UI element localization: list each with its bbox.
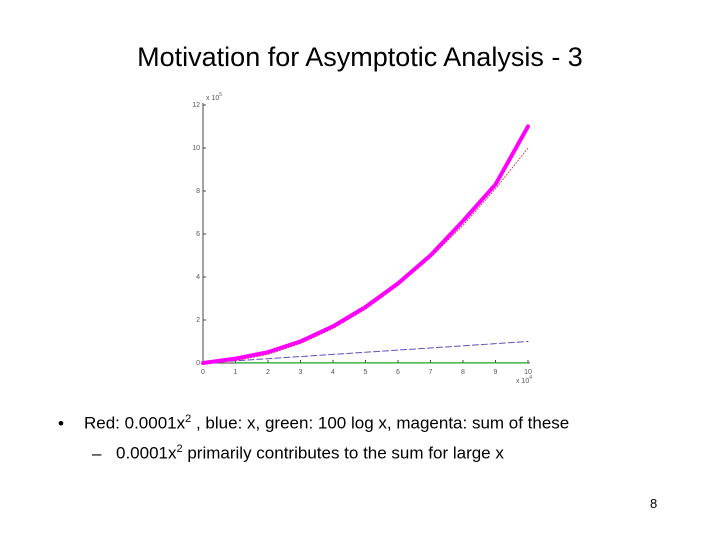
x-tick-label: 4 bbox=[331, 369, 335, 376]
x-tick-label: 1 bbox=[234, 369, 238, 376]
y-scale-base: x 10 bbox=[206, 95, 219, 102]
y-tick-label: 0 bbox=[196, 360, 200, 367]
series-line bbox=[202, 341, 529, 364]
x-tick-label: 10 bbox=[524, 369, 532, 376]
bullet-sup: 2 bbox=[176, 443, 183, 455]
y-scale-exp: 5 bbox=[219, 92, 222, 98]
x-tick-label: 5 bbox=[364, 369, 368, 376]
y-tick-label: 4 bbox=[196, 274, 200, 281]
y-tick-label: 2 bbox=[196, 317, 200, 324]
y-tick-label: 12 bbox=[192, 102, 200, 109]
slide-title: Motivation for Asymptotic Analysis - 3 bbox=[137, 42, 583, 72]
bullet-symbol: • bbox=[58, 413, 64, 433]
x-tick-label: 2 bbox=[266, 369, 270, 376]
bullet-text: Red: 0.0001x bbox=[84, 413, 186, 433]
bullet-text: 0.0001x bbox=[116, 443, 177, 463]
y-tick-label: 10 bbox=[192, 145, 200, 152]
x-scale: x 104 bbox=[516, 375, 532, 385]
bullet-sup: 2 bbox=[185, 413, 192, 425]
y-scale: x 105 bbox=[206, 92, 222, 102]
y-tick-label: 8 bbox=[196, 188, 200, 195]
y-tick-label: 6 bbox=[196, 231, 200, 238]
x-tick-label: 3 bbox=[299, 369, 303, 376]
bullet-text: , blue: x, green: 100 log x, magenta: su… bbox=[191, 413, 570, 433]
page-number: 8 bbox=[650, 496, 658, 511]
x-tick-label: 9 bbox=[494, 369, 498, 376]
x-tick-label: 8 bbox=[461, 369, 465, 376]
series-line bbox=[202, 147, 529, 364]
bullet: • Red: 0.0001x2 , blue: x, green: 100 log… bbox=[58, 413, 569, 434]
sub-bullet: –0.0001x2 primarily contributes to the s… bbox=[92, 443, 504, 464]
series-line bbox=[201, 124, 530, 365]
x-scale-exp: 4 bbox=[529, 375, 532, 381]
x-tick-label: 7 bbox=[429, 369, 433, 376]
x-tick-label: 6 bbox=[396, 369, 400, 376]
x-scale-base: x 10 bbox=[516, 378, 529, 385]
bullet-symbol: – bbox=[92, 443, 102, 463]
bullet-text: primarily contributes to the sum for lar… bbox=[182, 443, 504, 463]
x-tick-label: 0 bbox=[201, 369, 205, 376]
